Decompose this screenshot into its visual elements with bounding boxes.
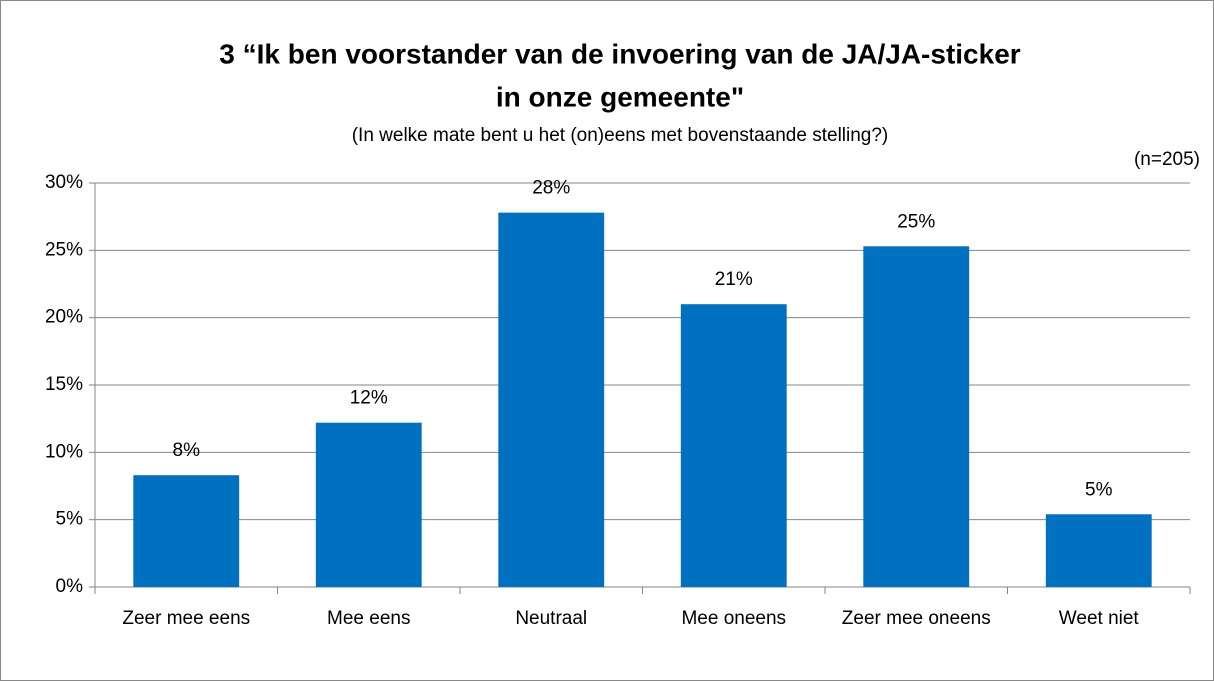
x-tick-label: Zeer mee eens — [122, 608, 250, 629]
data-label: 28% — [532, 178, 570, 199]
x-tick-label: Neutraal — [515, 608, 587, 629]
bar — [498, 212, 605, 588]
bar — [315, 422, 422, 587]
data-label: 21% — [715, 269, 753, 290]
data-label: 5% — [1085, 479, 1113, 500]
chart-title: 3 “Ik ben voorstander van de invoering v… — [219, 38, 1020, 69]
data-label: 25% — [897, 211, 935, 232]
y-tick-label: 25% — [45, 239, 83, 260]
x-tick-label: Mee oneens — [681, 608, 786, 629]
chart-title: in onze gemeente" — [496, 81, 744, 112]
data-label: 8% — [173, 440, 201, 461]
y-tick-label: 10% — [45, 441, 83, 462]
y-tick-label: 0% — [56, 576, 84, 597]
y-tick-label: 5% — [56, 509, 84, 530]
chart-subtitle: (In welke mate bent u het (on)eens met b… — [352, 125, 889, 146]
annotation: (n=205) — [1134, 149, 1200, 170]
x-tick-label: Weet niet — [1059, 608, 1140, 629]
x-tick-label: Mee eens — [327, 608, 410, 629]
bar — [680, 304, 787, 587]
bar — [863, 246, 970, 587]
x-tick-label: Zeer mee oneens — [842, 608, 991, 629]
y-tick-label: 30% — [45, 172, 83, 193]
bar — [1045, 514, 1152, 587]
y-tick-label: 15% — [45, 374, 83, 395]
data-label: 12% — [350, 388, 388, 409]
bar — [133, 475, 240, 587]
y-tick-label: 20% — [45, 307, 83, 328]
